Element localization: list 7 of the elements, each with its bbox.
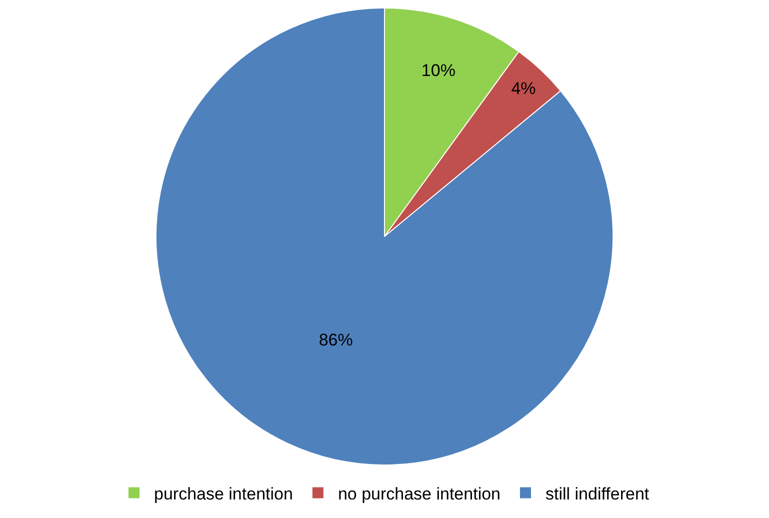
data-label: 4% xyxy=(511,78,536,98)
pie-slice xyxy=(156,8,614,466)
legend-label: no purchase intention xyxy=(338,484,500,504)
data-label: 10% xyxy=(421,60,456,80)
data-label: 86% xyxy=(318,330,353,350)
legend-label: still indifferent xyxy=(546,484,650,504)
legend-label: purchase intention xyxy=(154,484,293,504)
